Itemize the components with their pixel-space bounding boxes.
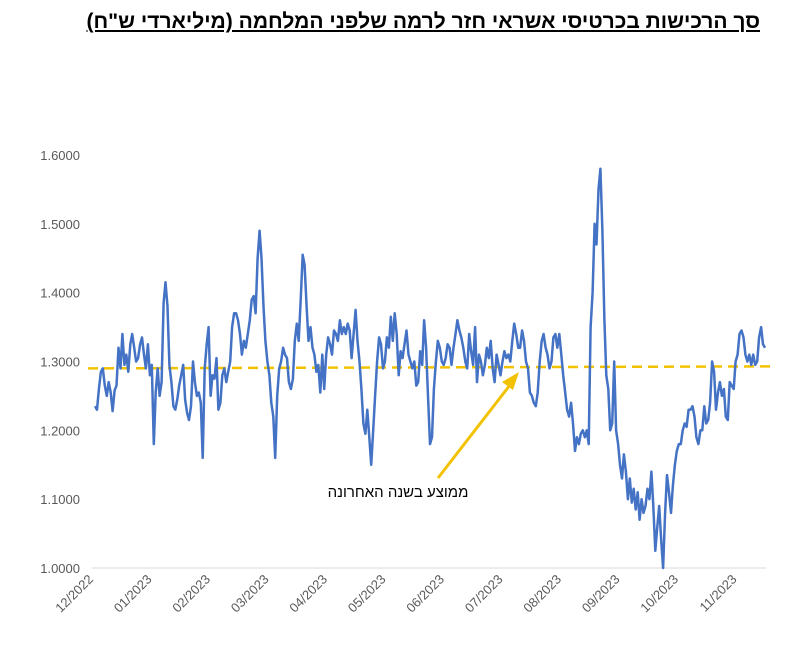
series-line-purchases [93,167,767,570]
x-tick-label: 04/2023 [286,572,330,616]
average-reference-line [87,365,773,370]
x-tick-label: 02/2023 [169,572,213,616]
y-tick-label: 1.1000 [40,492,80,507]
x-axis: 12/2022 01/2023 02/2023 03/2023 04/2023 05/20… [52,572,739,616]
x-tick-label: 03/2023 [228,572,272,616]
x-tick-label: 08/2023 [520,572,564,616]
y-tick-label: 1.2000 [40,423,80,438]
x-tick-label: 09/2023 [579,572,623,616]
chart-title: סך הרכישות בכרטיסי אשראי חזר לרמה שלפני … [86,10,760,33]
x-tick-label: 10/2023 [637,572,681,616]
x-tick-label: 06/2023 [403,572,447,616]
y-tick-label: 1.3000 [40,355,80,370]
x-tick-label: 11/2023 [696,572,739,615]
y-axis: 1.0000 1.1000 1.2000 1.3000 1.4000 1.5000 1.60… [40,148,80,576]
x-tick-label: 07/2023 [462,572,506,616]
annotation-arrow-head [502,372,519,390]
y-tick-label: 1.5000 [40,217,80,232]
x-tick-label: 12/2022 [52,572,96,616]
x-tick-label: 05/2023 [345,572,389,616]
x-tick-label: 01/2023 [111,572,155,616]
y-tick-label: 1.4000 [40,286,80,301]
y-tick-label: 1.0000 [40,561,80,576]
annotation-label: ממוצע בשנה האחרונה [328,484,469,501]
annotation-arrow [436,384,512,479]
y-tick-label: 1.6000 [40,148,80,163]
